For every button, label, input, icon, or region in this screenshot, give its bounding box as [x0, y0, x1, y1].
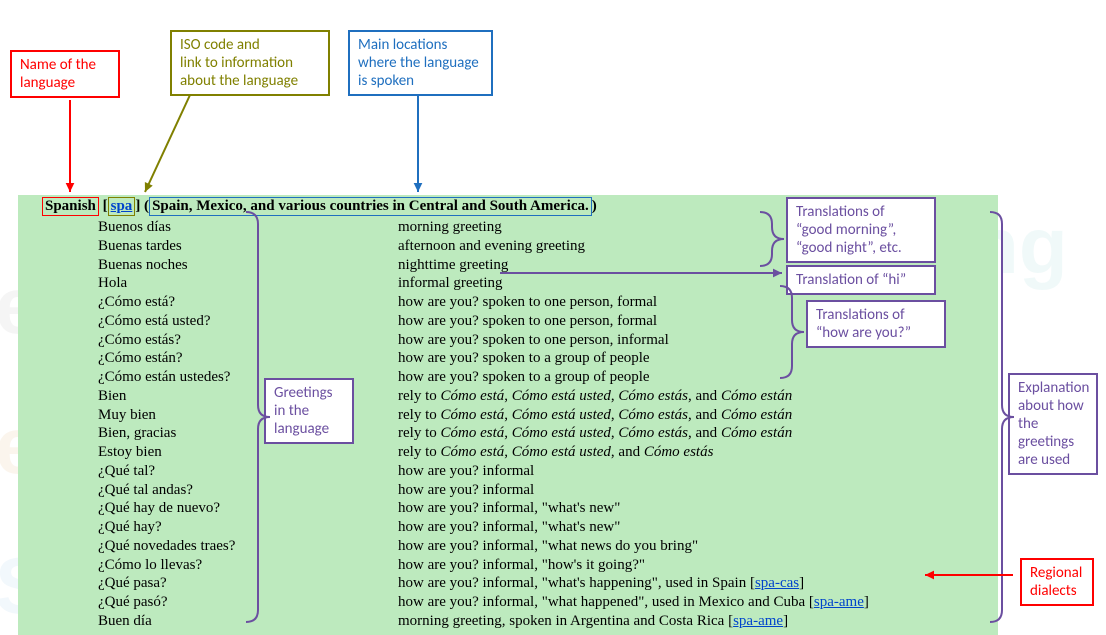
greeting-cell: ¿Qué pasa?	[98, 574, 398, 593]
callout-explain: Explanation about how the greetings are …	[1008, 373, 1098, 475]
callout-transGm: Translations of “good morning”, “good ni…	[786, 197, 936, 263]
table-row: ¿Qué pasa?how are you? informal, "what's…	[18, 574, 998, 593]
callout-transHi: Translation of “hi”	[786, 265, 936, 295]
explanation-cell: how are you? informal	[398, 462, 998, 481]
greeting-cell: ¿Cómo estás?	[98, 331, 398, 350]
table-row: Buen díamorning greeting, spoken in Arge…	[18, 612, 998, 631]
greeting-cell: Buen día	[98, 612, 398, 631]
table-row: Bien, graciasrely to Cómo está, Cómo est…	[18, 424, 998, 443]
locations-text: Spain, Mexico, and various countries in …	[149, 197, 592, 216]
greeting-cell: ¿Qué tal?	[98, 462, 398, 481]
table-row: ¿Qué tal andas?how are you? informal	[18, 481, 998, 500]
greeting-cell: ¿Qué hay de nuevo?	[98, 499, 398, 518]
table-row: ¿Qué hay?how are you? informal, "what's …	[18, 518, 998, 537]
table-row: Estoy bienrely to Cómo está, Cómo está u…	[18, 443, 998, 462]
iso-code-link[interactable]: spa	[111, 198, 133, 214]
table-row: ¿Qué novedades traes?how are you? inform…	[18, 537, 998, 556]
explanation-cell: rely to Cómo está, Cómo está usted, Cómo…	[398, 387, 998, 406]
greeting-cell: ¿Cómo está usted?	[98, 312, 398, 331]
table-row: ¿Cómo están?how are you? spoken to a gro…	[18, 349, 998, 368]
table-row: ¿Qué hay de nuevo?how are you? informal,…	[18, 499, 998, 518]
table-row: ¿Cómo están ustedes?how are you? spoken …	[18, 368, 998, 387]
explanation-cell: how are you? informal	[398, 481, 998, 500]
explanation-cell: how are you? spoken to a group of people	[398, 368, 998, 387]
explanation-cell: rely to Cómo está, Cómo está usted, and …	[398, 443, 998, 462]
greeting-cell: ¿Qué tal andas?	[98, 481, 398, 500]
callout-locations: Main locations where the language is spo…	[348, 30, 493, 96]
greeting-cell: ¿Cómo están?	[98, 349, 398, 368]
table-row: ¿Cómo lo llevas?how are you? informal, "…	[18, 556, 998, 575]
greeting-cell: Buenas tardes	[98, 237, 398, 256]
explanation-cell: how are you? spoken to a group of people	[398, 349, 998, 368]
greeting-cell: Buenas noches	[98, 256, 398, 275]
explanation-cell: how are you? informal, "what news do you…	[398, 537, 998, 556]
greeting-cell: Buenos días	[98, 218, 398, 237]
explanation-cell: how are you? informal, "what's new"	[398, 518, 998, 537]
explanation-cell: how are you? informal, "how's it going?"	[398, 556, 998, 575]
explanation-cell: rely to Cómo está, Cómo está usted, Cómo…	[398, 424, 998, 443]
explanation-cell: morning greeting, spoken in Argentina an…	[398, 612, 998, 631]
callout-langName: Name of the language	[10, 50, 120, 98]
callout-dialects: Regional dialects	[1020, 558, 1094, 606]
greeting-cell: ¿Qué pasó?	[98, 593, 398, 612]
greeting-cell: ¿Cómo está?	[98, 293, 398, 312]
callout-iso: ISO code and link to information about t…	[170, 30, 330, 96]
explanation-cell: how are you? informal, "what happened", …	[398, 593, 998, 612]
greeting-cell: ¿Cómo lo llevas?	[98, 556, 398, 575]
greeting-cell: ¿Qué hay?	[98, 518, 398, 537]
explanation-cell: rely to Cómo está, Cómo está usted, Cómo…	[398, 406, 998, 425]
explanation-cell: how are you? informal, "what's new"	[398, 499, 998, 518]
table-row: Muy bienrely to Cómo está, Cómo está ust…	[18, 406, 998, 425]
greeting-cell: ¿Qué novedades traes?	[98, 537, 398, 556]
table-row: ¿Qué tal?how are you? informal	[18, 462, 998, 481]
callout-greetings: Greetings in the language	[264, 378, 354, 444]
greeting-cell: Hola	[98, 274, 398, 293]
greeting-cell: Estoy bien	[98, 443, 398, 462]
callout-transHow: Translations of “how are you?”	[806, 300, 946, 348]
language-name: Spanish	[42, 197, 99, 216]
table-row: ¿Qué pasó?how are you? informal, "what h…	[18, 593, 998, 612]
table-row: Bienrely to Cómo está, Cómo está usted, …	[18, 387, 998, 406]
explanation-cell: how are you? informal, "what's happening…	[398, 574, 998, 593]
